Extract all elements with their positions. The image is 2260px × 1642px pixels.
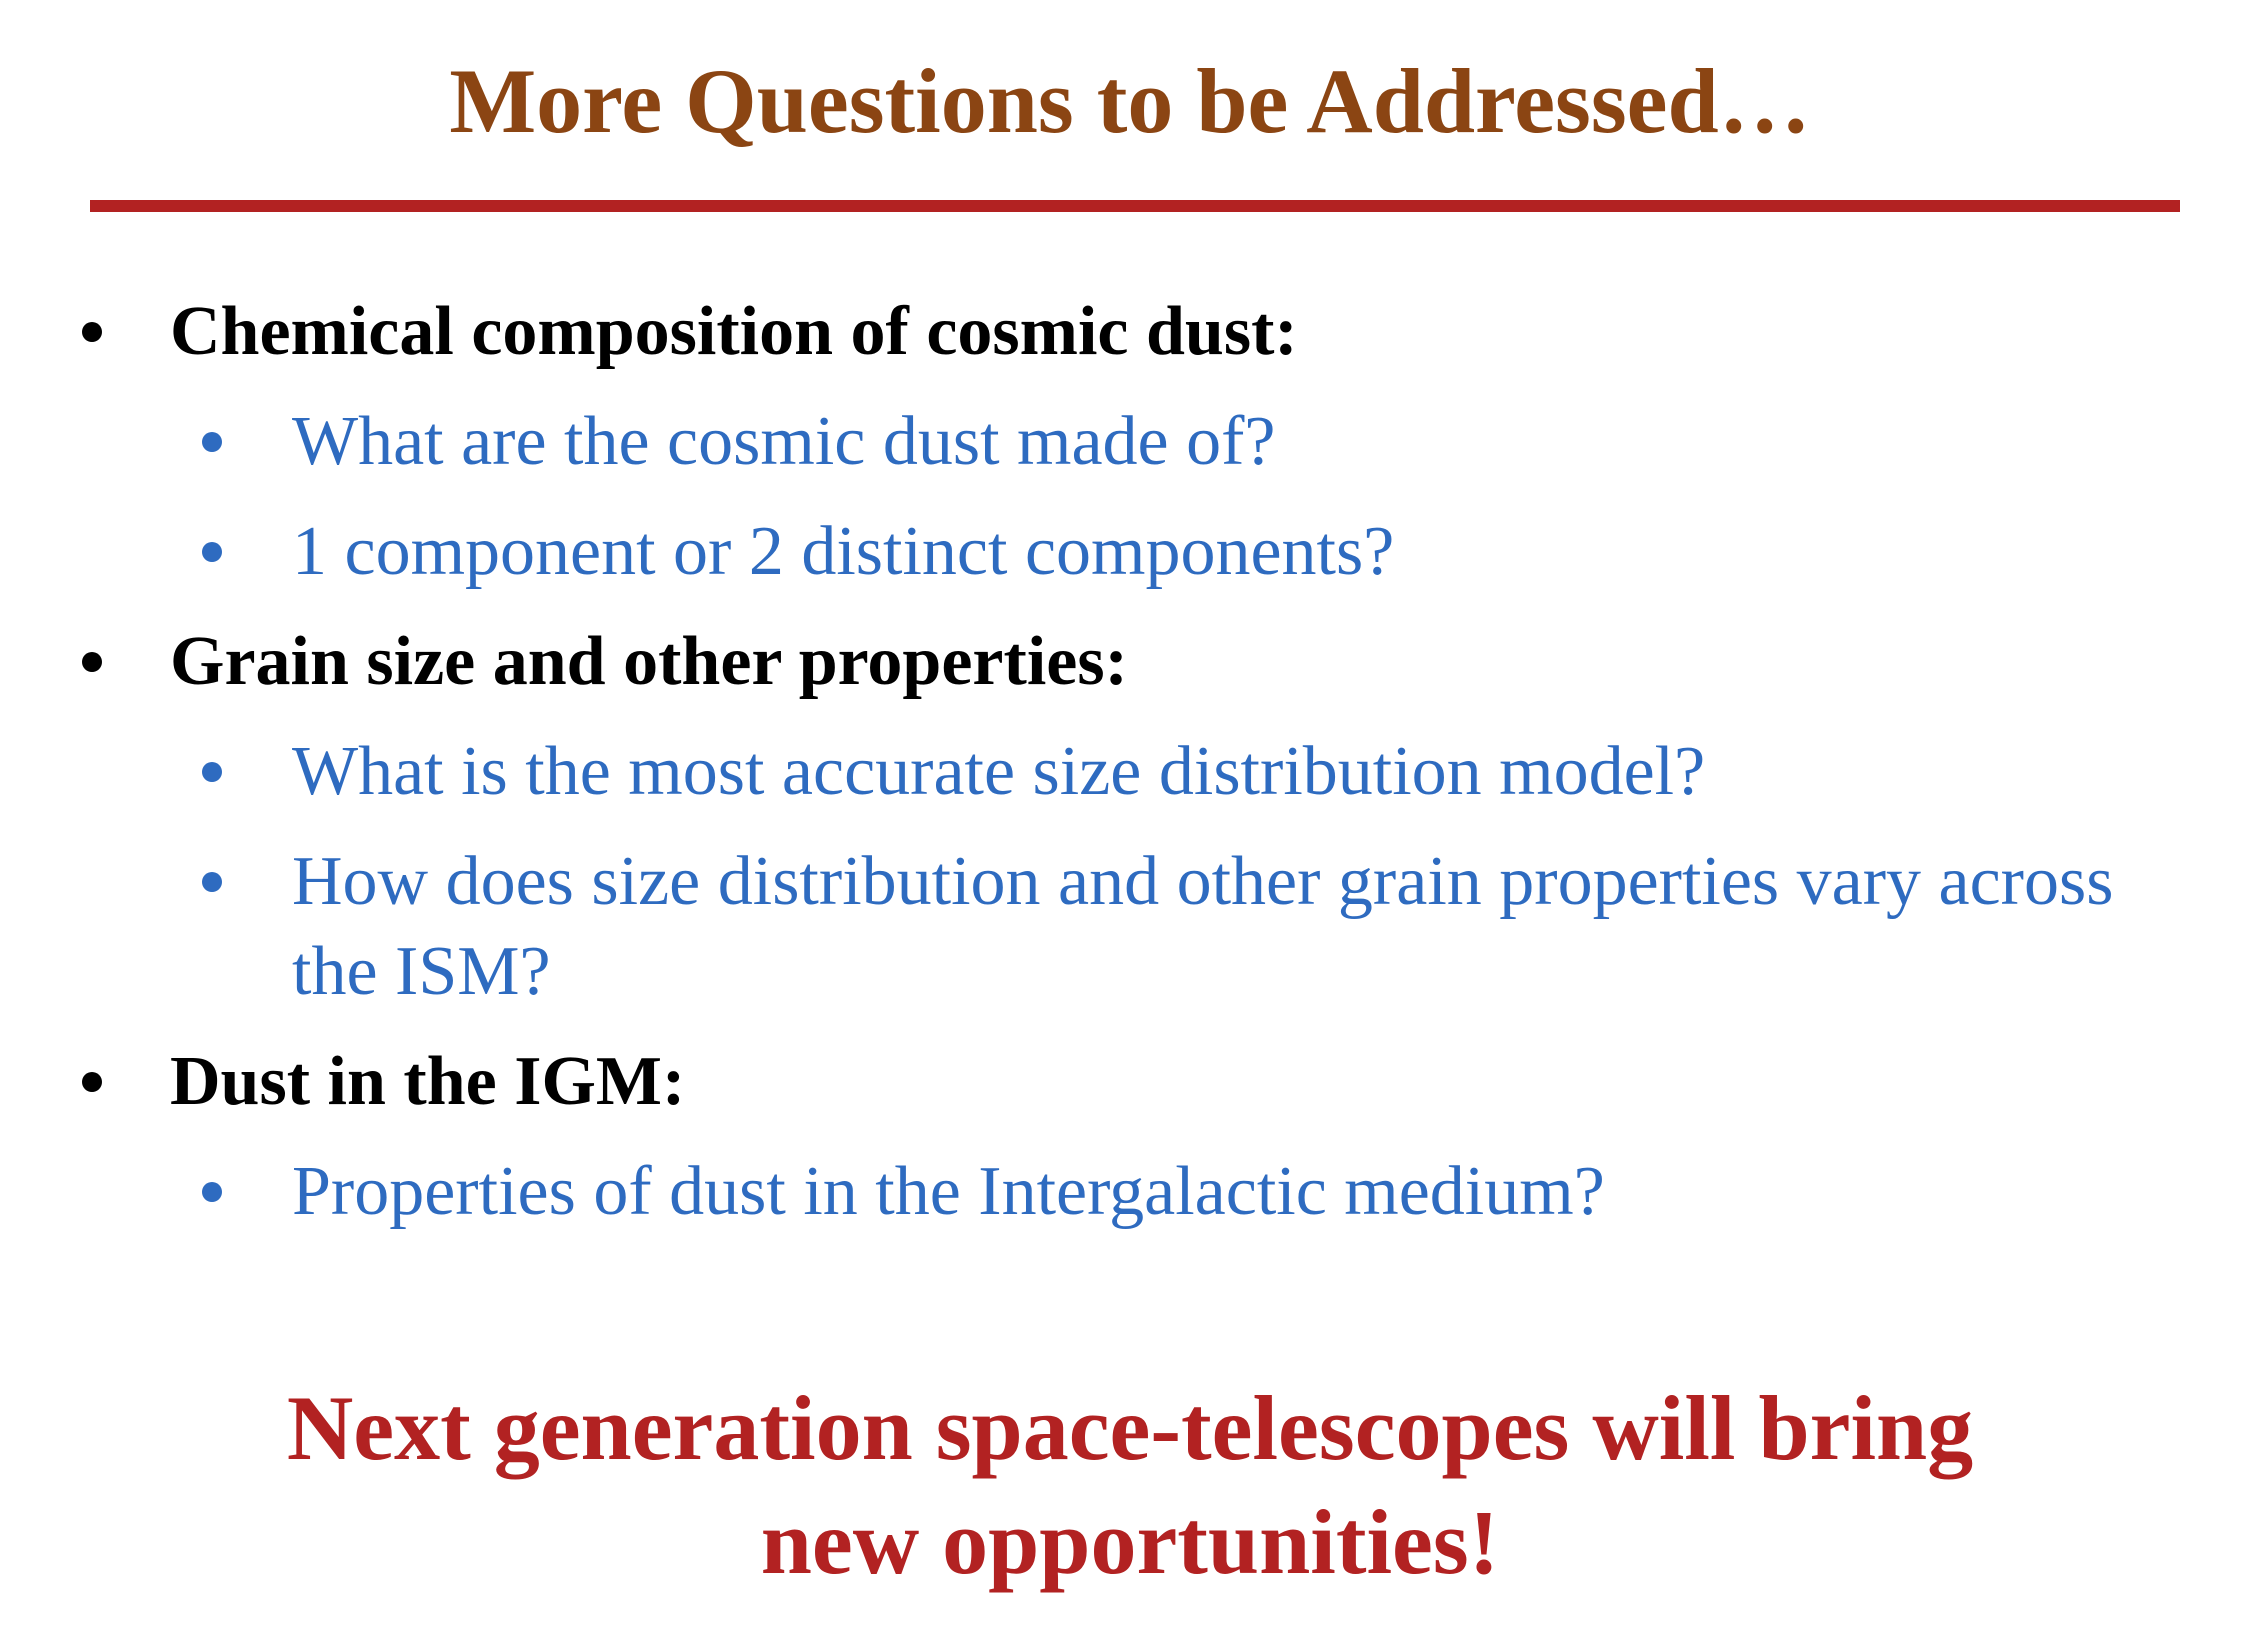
item-text: What is the most accurate size distribut… <box>292 733 1706 810</box>
slide-title: More Questions to be Addressed… <box>449 50 1811 152</box>
item-bullet-icon <box>202 542 222 562</box>
section-heading: Chemical composition of cosmic dust: <box>170 293 1298 370</box>
closing-statement-line-1: Next generation space-telescopes will br… <box>286 1377 1974 1479</box>
section-bullet-icon <box>82 1072 102 1092</box>
closing-statement-line-2: new opportunities! <box>760 1491 1500 1593</box>
item-bullet-icon <box>202 1182 222 1202</box>
section-bullet-icon <box>82 322 102 342</box>
section-heading: Dust in the IGM: <box>170 1043 686 1120</box>
title-divider <box>90 200 2180 212</box>
section-heading: Grain size and other properties: <box>170 623 1128 700</box>
item-text: Properties of dust in the Intergalactic … <box>292 1153 1605 1230</box>
item-bullet-icon <box>202 762 222 782</box>
item-text-continuation: the ISM? <box>292 933 551 1010</box>
item-text: What are the cosmic dust made of? <box>292 403 1276 480</box>
section-bullet-icon <box>82 652 102 672</box>
item-text: 1 component or 2 distinct components? <box>292 513 1395 590</box>
item-bullet-icon <box>202 432 222 452</box>
item-text: How does size distribution and other gra… <box>292 843 2114 920</box>
item-bullet-icon <box>202 872 222 892</box>
